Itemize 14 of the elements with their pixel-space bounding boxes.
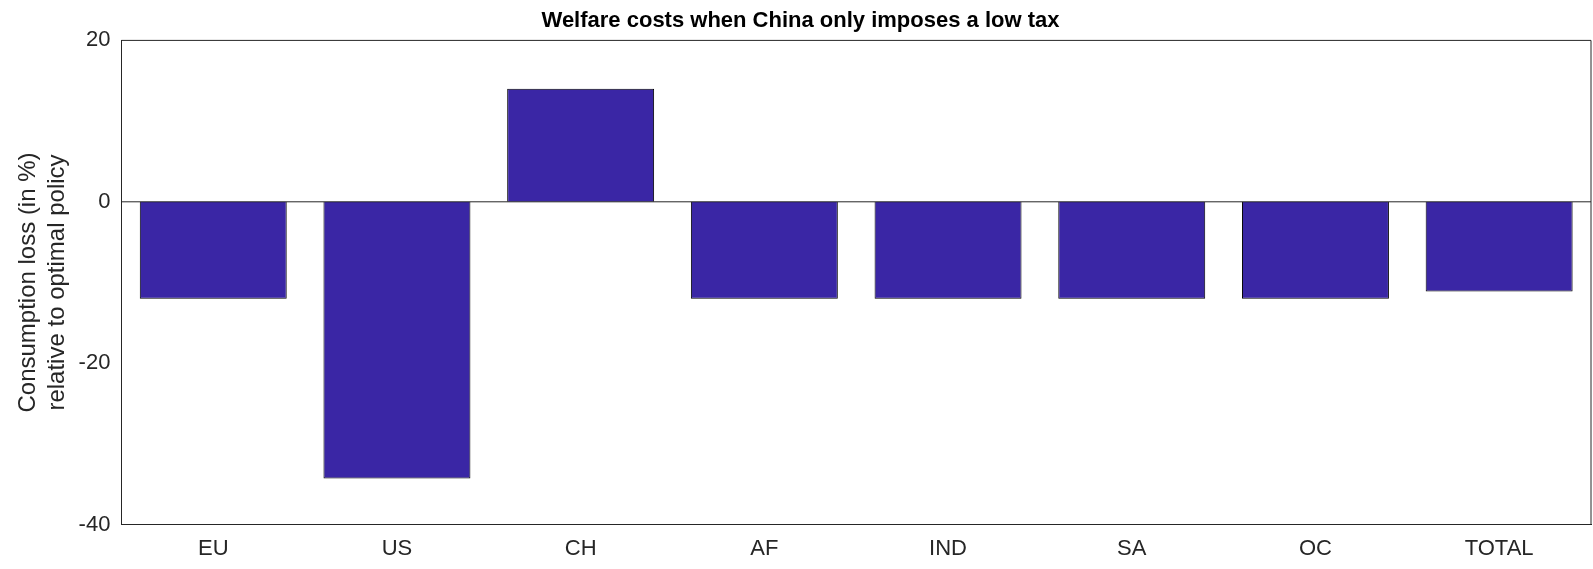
y-tick-label: -20	[78, 349, 111, 375]
x-tick-label: SA	[1117, 534, 1147, 560]
x-tick-label: EU	[197, 534, 229, 560]
y-tick-label: -40	[78, 510, 111, 536]
y-tick-label: 20	[85, 26, 111, 52]
chart-title: Welfare costs when China only imposes a low tax	[541, 7, 1061, 33]
x-tick-label: OC	[1298, 534, 1333, 560]
x-tick-label: TOTAL	[1464, 534, 1534, 560]
x-tick-label: AF	[750, 534, 779, 560]
y-axis-title: Consumption loss (in %) relative to optimal policy	[13, 152, 69, 413]
x-tick-label: CH	[564, 534, 597, 560]
x-tick-label: IND	[929, 534, 967, 560]
x-tick-label: US	[381, 534, 413, 560]
y-tick-label: 0	[98, 187, 111, 213]
